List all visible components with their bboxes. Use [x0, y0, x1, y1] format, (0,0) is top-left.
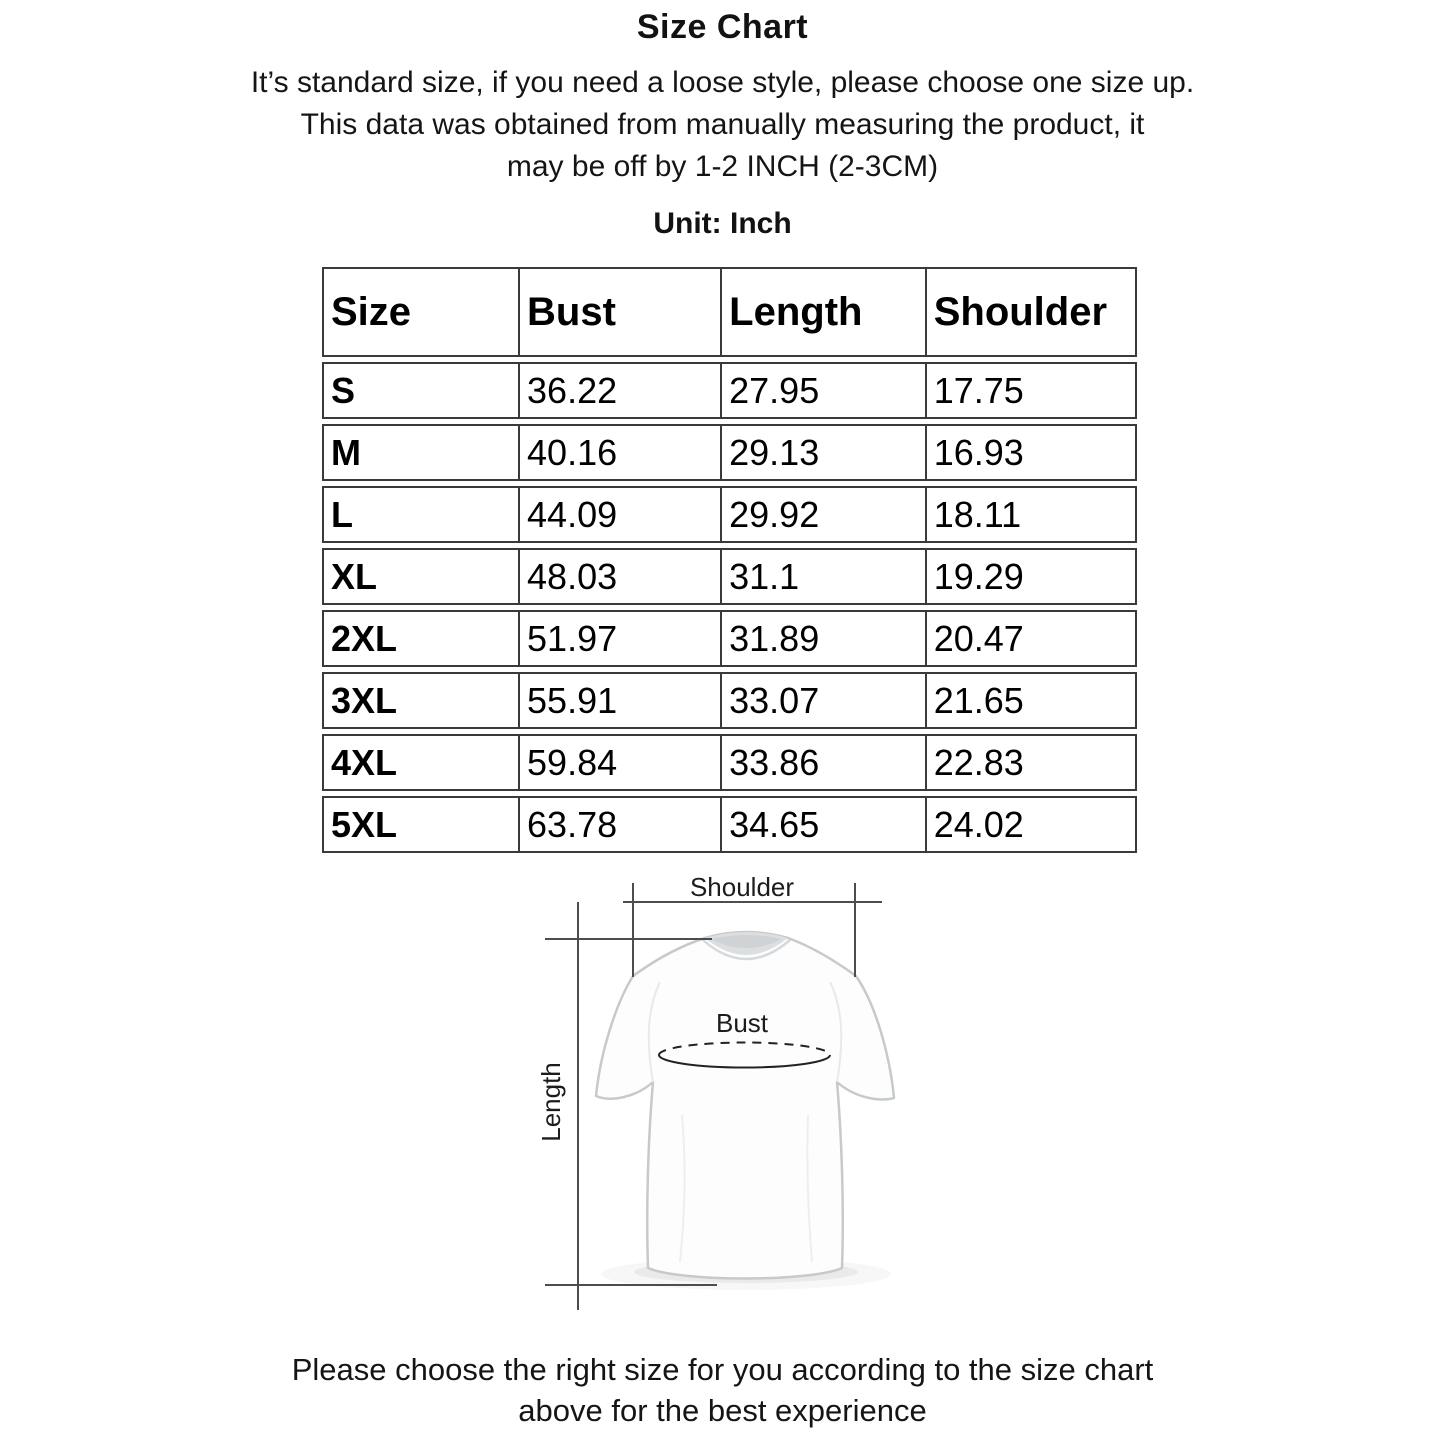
cell-shoulder: 24.02 — [926, 796, 1137, 853]
cell-size: XL — [322, 548, 521, 605]
cell-size: 3XL — [322, 672, 521, 729]
table-row: M 40.16 29.13 16.93 — [322, 424, 1137, 481]
tshirt-measurement-diagram: Shoulder Bust Length — [536, 872, 896, 1310]
cell-bust: 59.84 — [520, 734, 723, 791]
table-row: 4XL 59.84 33.86 22.83 — [322, 734, 1137, 791]
cell-shoulder: 21.65 — [926, 672, 1137, 729]
cell-length: 29.13 — [722, 424, 927, 481]
cell-shoulder: 20.47 — [926, 610, 1137, 667]
cell-shoulder: 19.29 — [926, 548, 1137, 605]
table-row: 3XL 55.91 33.07 21.65 — [322, 672, 1137, 729]
col-header-bust: Bust — [520, 267, 723, 357]
shoulder-label: Shoulder — [690, 872, 794, 902]
size-chart-table: Size Bust Length Shoulder S 36.22 27.95 … — [322, 262, 1137, 858]
table-row: S 36.22 27.95 17.75 — [322, 362, 1137, 419]
cell-size: 4XL — [322, 734, 521, 791]
cell-bust: 51.97 — [520, 610, 723, 667]
col-header-length: Length — [722, 267, 927, 357]
cell-size: S — [322, 362, 521, 419]
measurement-lines — [545, 883, 882, 1310]
cell-shoulder: 22.83 — [926, 734, 1137, 791]
length-label: Length — [536, 1062, 566, 1142]
cell-length: 29.92 — [722, 486, 927, 543]
col-header-size: Size — [322, 267, 521, 357]
cell-shoulder: 17.75 — [926, 362, 1137, 419]
footer-line: above for the best experience — [518, 1393, 927, 1428]
cell-length: 33.86 — [722, 734, 927, 791]
cell-size: 2XL — [322, 610, 521, 667]
cell-length: 33.07 — [722, 672, 927, 729]
bust-label: Bust — [716, 1008, 769, 1038]
bust-measure-ellipse — [658, 1041, 831, 1069]
cell-bust: 55.91 — [520, 672, 723, 729]
page-title: Size Chart — [636, 8, 809, 46]
cell-length: 31.1 — [722, 548, 927, 605]
cell-length: 31.89 — [722, 610, 927, 667]
description-line: may be off by 1-2 INCH (2-3CM) — [506, 150, 939, 183]
cell-length: 34.65 — [722, 796, 927, 853]
cell-bust: 40.16 — [520, 424, 723, 481]
table-row: L 44.09 29.92 18.11 — [322, 486, 1137, 543]
unit-label: Unit: Inch — [653, 207, 792, 240]
description-line: It’s standard size, if you need a loose … — [250, 66, 1195, 99]
table-row: XL 48.03 31.1 19.29 — [322, 548, 1137, 605]
cell-bust: 48.03 — [520, 548, 723, 605]
cell-size: M — [322, 424, 521, 481]
cell-shoulder: 16.93 — [926, 424, 1137, 481]
description-line: This data was obtained from manually mea… — [300, 108, 1145, 141]
footer-line: Please choose the right size for you acc… — [291, 1352, 1154, 1387]
footer-note: Please choose the right size for you acc… — [0, 1349, 1445, 1431]
cell-size: 5XL — [322, 796, 521, 853]
cell-size: L — [322, 486, 521, 543]
tshirt-graphic — [594, 930, 896, 1280]
cell-bust: 44.09 — [520, 486, 723, 543]
description: It’s standard size, if you need a loose … — [0, 62, 1445, 188]
cell-bust: 36.22 — [520, 362, 723, 419]
cell-bust: 63.78 — [520, 796, 723, 853]
table-row: 2XL 51.97 31.89 20.47 — [322, 610, 1137, 667]
table-row: 5XL 63.78 34.65 24.02 — [322, 796, 1137, 853]
table-body: S 36.22 27.95 17.75 M 40.16 29.13 16.93 … — [322, 362, 1137, 853]
table-header: Size Bust Length Shoulder — [322, 267, 1137, 357]
cell-length: 27.95 — [722, 362, 927, 419]
cell-shoulder: 18.11 — [926, 486, 1137, 543]
table-header-row: Size Bust Length Shoulder — [322, 267, 1137, 357]
col-header-shoulder: Shoulder — [926, 267, 1137, 357]
